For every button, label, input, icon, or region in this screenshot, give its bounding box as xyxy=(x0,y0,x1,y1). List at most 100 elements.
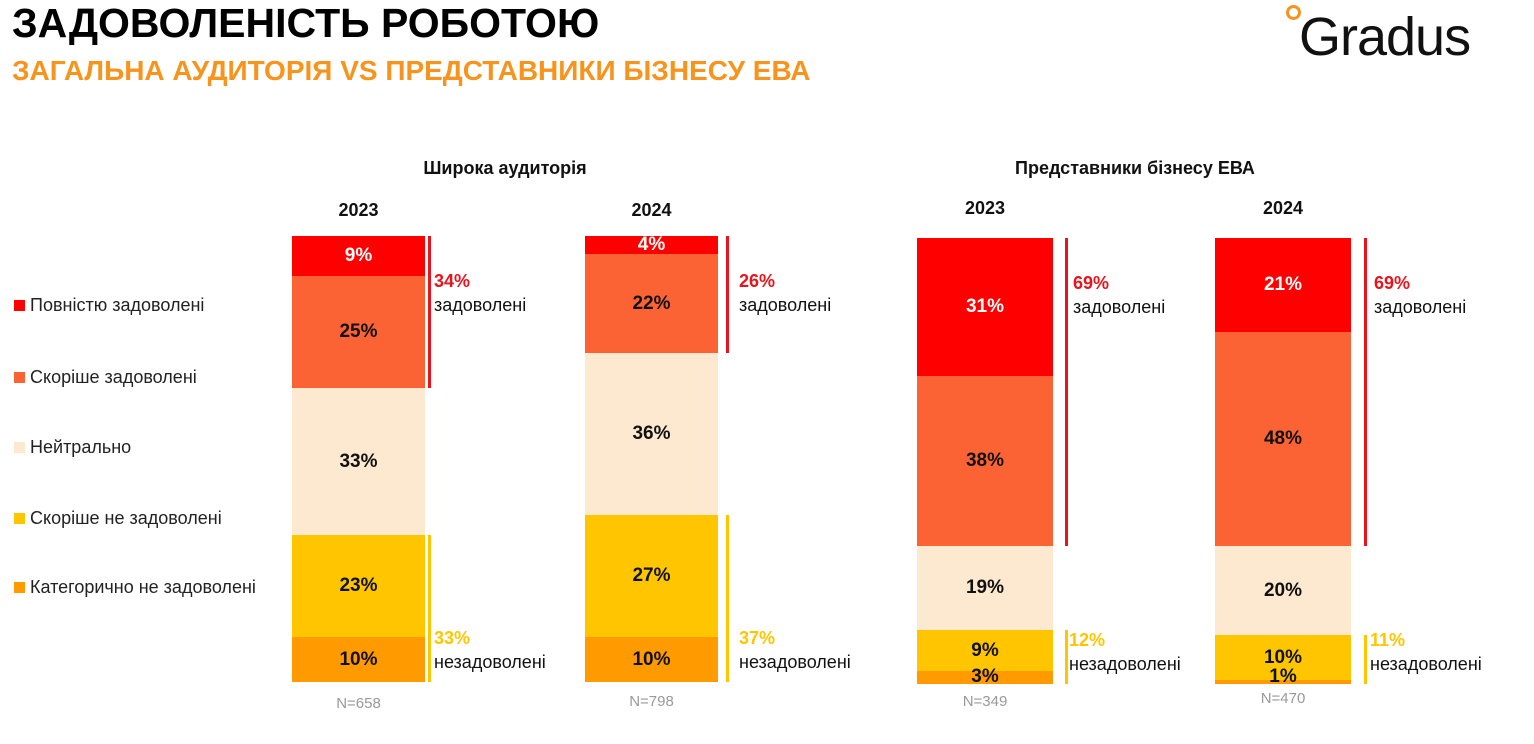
seg-rather-not: 9% xyxy=(917,630,1053,671)
year-label: 2024 xyxy=(1262,198,1304,218)
unsatisfied-bracket xyxy=(1364,635,1367,684)
data-label: 10% xyxy=(1263,646,1303,668)
satisfied-percent: 69% xyxy=(1073,273,1110,293)
unsatisfied-percent: 11% xyxy=(1370,630,1406,650)
data-label: 9% xyxy=(971,639,999,661)
year-label: 2024 xyxy=(631,200,672,220)
data-label: 19% xyxy=(965,577,1005,598)
seg-rather: 38% xyxy=(917,376,1053,546)
legend-swatch xyxy=(14,300,25,311)
seg-categorical-not: 1% xyxy=(1215,666,1351,687)
page-title: ЗАДОВОЛЕНІСТЬ РОБОТОЮ xyxy=(12,0,600,46)
page-subtitle: ЗАГАЛЬНА АУДИТОРІЯ VS ПРЕДСТАВНИКИ БІЗНЕ… xyxy=(12,55,811,86)
unsatisfied-summary: 33% незадоволені xyxy=(434,626,546,674)
seg-rather-not: 23% xyxy=(292,535,425,637)
sample-size-label: N=798 xyxy=(629,693,674,710)
legend-swatch xyxy=(14,513,25,524)
unsatisfied-bracket xyxy=(428,535,431,682)
data-label: 36% xyxy=(632,423,671,444)
seg-neutral: 36% xyxy=(585,353,718,515)
legend-item-full: Повністю задоволені xyxy=(14,295,204,316)
data-label: 3% xyxy=(971,666,999,687)
stacked-bar: 9% 25% 33% 23% 10% xyxy=(292,236,425,682)
stacked-bar: 31% 38% 19% 9% 3% xyxy=(917,238,1053,687)
unsatisfied-word: незадоволені xyxy=(1069,654,1181,674)
legend-item-rather: Скоріше задоволені xyxy=(14,367,197,388)
data-label: 10% xyxy=(632,648,671,670)
year-label: 2023 xyxy=(338,200,379,220)
seg-rather-not: 10% xyxy=(1215,635,1351,680)
data-label: 38% xyxy=(965,450,1005,471)
stacked-bar: 4% 22% 36% 27% 10% xyxy=(585,234,718,682)
data-label: 20% xyxy=(1263,579,1303,601)
data-label: 48% xyxy=(1263,428,1303,449)
satisfied-word: задоволені xyxy=(1374,297,1467,317)
satisfied-word: задоволені xyxy=(1073,297,1166,317)
gradus-logo: Gradus xyxy=(1283,2,1513,72)
unsatisfied-percent: 37% xyxy=(739,628,776,648)
satisfied-summary: 69% задоволені xyxy=(1073,271,1165,319)
unsatisfied-summary: 37% незадоволені xyxy=(739,626,851,674)
satisfied-word: задоволені xyxy=(434,295,527,315)
seg-full: 4% xyxy=(585,234,718,255)
seg-full: 21% xyxy=(1215,238,1351,332)
satisfied-bracket xyxy=(1364,238,1367,546)
seg-neutral: 33% xyxy=(292,388,425,535)
seg-rather: 22% xyxy=(585,254,718,353)
unsatisfied-bracket xyxy=(726,515,729,682)
seg-categorical-not: 3% xyxy=(917,666,1053,687)
satisfied-bracket xyxy=(726,236,729,353)
data-label: 10% xyxy=(339,648,378,670)
satisfied-bracket xyxy=(1065,238,1068,546)
data-label: 27% xyxy=(632,565,671,586)
data-label: 4% xyxy=(637,234,666,255)
satisfied-word: задоволені xyxy=(739,295,832,315)
legend-label: Скоріше не задоволені xyxy=(30,508,222,528)
satisfied-summary: 34% задоволені xyxy=(434,269,526,317)
data-label: 25% xyxy=(339,321,378,342)
legend-item-neutral: Нейтрально xyxy=(14,437,131,458)
data-label: 33% xyxy=(339,450,378,472)
stacked-bar: 21% 48% 20% 10% 1% xyxy=(1215,238,1351,687)
legend-item-rather-not: Скоріше не задоволені xyxy=(14,508,222,529)
year-label: 2023 xyxy=(964,198,1006,218)
data-label: 23% xyxy=(339,575,378,596)
legend-label: Категорично не задоволені xyxy=(30,577,256,597)
seg-rather-not: 27% xyxy=(585,515,718,637)
data-label: 22% xyxy=(632,292,671,314)
unsatisfied-word: незадоволені xyxy=(434,652,546,672)
seg-full: 9% xyxy=(292,236,425,276)
data-label: 31% xyxy=(965,296,1005,317)
data-label: 21% xyxy=(1263,274,1303,295)
unsatisfied-word: незадоволені xyxy=(1370,654,1482,674)
unsatisfied-percent: 12% xyxy=(1069,630,1106,650)
unsatisfied-summary: 11% незадоволені xyxy=(1370,628,1482,676)
unsatisfied-word: незадоволені xyxy=(739,652,851,672)
satisfied-percent: 69% xyxy=(1374,273,1411,293)
seg-full: 31% xyxy=(917,238,1053,376)
seg-categorical-not: 10% xyxy=(585,637,718,682)
unsatisfied-bracket xyxy=(1065,630,1068,684)
satisfied-summary: 69% задоволені xyxy=(1374,271,1466,319)
satisfied-summary: 26% задоволені xyxy=(739,269,831,317)
data-label: 9% xyxy=(344,245,373,266)
legend-swatch xyxy=(14,372,25,383)
seg-neutral: 19% xyxy=(917,546,1053,630)
sample-size-label: N=658 xyxy=(336,695,381,712)
legend-label: Нейтрально xyxy=(30,437,132,457)
legend-label: Скоріше задоволені xyxy=(30,367,197,387)
unsatisfied-summary: 12% незадоволені xyxy=(1069,628,1181,676)
group-title-eba: Представники бізнесу ЕВА xyxy=(1015,158,1255,178)
unsatisfied-percent: 33% xyxy=(434,628,471,648)
satisfied-percent: 34% xyxy=(434,271,471,291)
seg-neutral: 20% xyxy=(1215,546,1351,635)
legend-swatch xyxy=(14,582,25,593)
group-title-general: Широка аудиторія xyxy=(423,158,587,178)
seg-categorical-not: 10% xyxy=(292,637,425,682)
legend-label: Повністю задоволені xyxy=(30,295,205,315)
seg-rather: 25% xyxy=(292,276,425,388)
data-label: 1% xyxy=(1269,666,1297,687)
sample-size-label: N=349 xyxy=(962,693,1008,710)
seg-rather: 48% xyxy=(1215,332,1351,546)
legend-swatch xyxy=(14,442,25,453)
